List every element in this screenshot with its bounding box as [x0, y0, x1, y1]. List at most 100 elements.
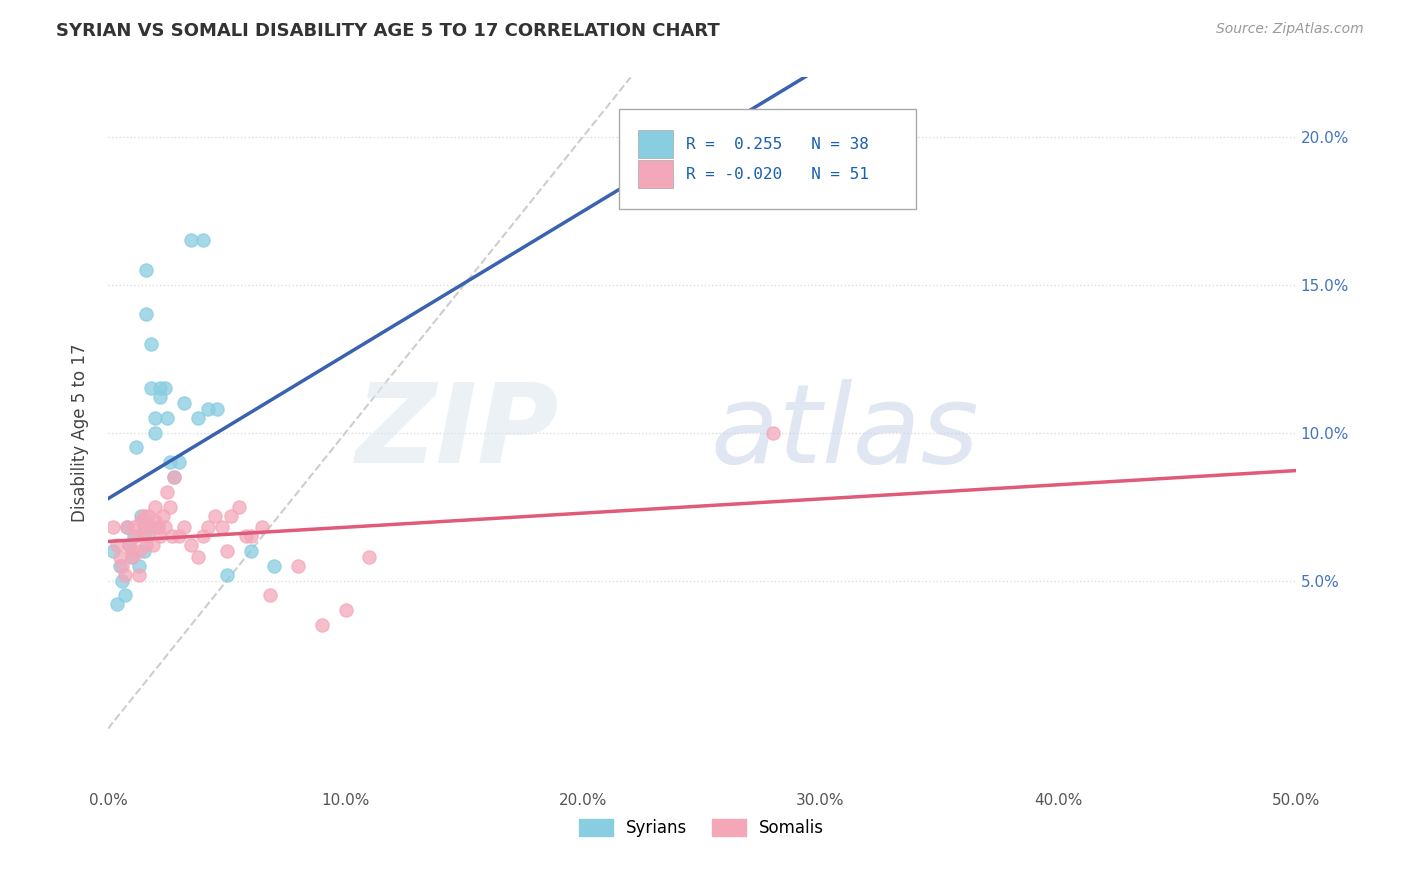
Point — [204, 508, 226, 523]
Point — [156, 410, 179, 425]
Point — [211, 520, 233, 534]
Point — [173, 396, 195, 410]
Point — [121, 549, 143, 564]
Point — [215, 567, 238, 582]
Text: Source: ZipAtlas.com: Source: ZipAtlas.com — [1216, 22, 1364, 37]
Point — [132, 520, 155, 534]
Point — [114, 567, 136, 582]
Point — [122, 520, 145, 534]
Point — [152, 508, 174, 523]
Point — [187, 410, 209, 425]
Point — [167, 455, 190, 469]
Point — [142, 538, 165, 552]
Point — [115, 520, 138, 534]
Point — [139, 336, 162, 351]
Point — [287, 558, 309, 573]
Point — [107, 538, 129, 552]
Point — [139, 520, 162, 534]
Point — [132, 508, 155, 523]
Point — [107, 597, 129, 611]
Point — [132, 544, 155, 558]
Point — [173, 520, 195, 534]
Point — [125, 441, 148, 455]
Point — [163, 470, 186, 484]
Point — [135, 263, 157, 277]
Point — [191, 233, 214, 247]
Point — [207, 401, 229, 416]
Point — [235, 529, 257, 543]
Point — [149, 381, 172, 395]
FancyBboxPatch shape — [638, 130, 673, 159]
Point — [167, 529, 190, 543]
Text: ZIP: ZIP — [356, 379, 560, 486]
Point — [118, 538, 141, 552]
Point — [121, 544, 143, 558]
Point — [156, 484, 179, 499]
Point — [215, 544, 238, 558]
Point — [159, 455, 181, 469]
Point — [311, 618, 333, 632]
Point — [129, 515, 152, 529]
Text: SYRIAN VS SOMALI DISABILITY AGE 5 TO 17 CORRELATION CHART: SYRIAN VS SOMALI DISABILITY AGE 5 TO 17 … — [56, 22, 720, 40]
Point — [263, 558, 285, 573]
Point — [129, 508, 152, 523]
Point — [135, 520, 157, 534]
Point — [239, 529, 262, 543]
Point — [359, 549, 381, 564]
Point — [762, 425, 785, 440]
Point — [118, 538, 141, 552]
Point — [180, 538, 202, 552]
Point — [135, 307, 157, 321]
Point — [259, 589, 281, 603]
Point — [145, 410, 167, 425]
Point — [187, 549, 209, 564]
Point — [197, 401, 219, 416]
Point — [159, 500, 181, 514]
Point — [128, 558, 150, 573]
Point — [101, 520, 124, 534]
Text: R = -0.020   N = 51: R = -0.020 N = 51 — [686, 167, 869, 182]
Point — [145, 425, 167, 440]
Point — [239, 544, 262, 558]
Point — [145, 500, 167, 514]
Point — [139, 381, 162, 395]
Point — [153, 381, 176, 395]
Point — [135, 538, 157, 552]
Point — [335, 603, 357, 617]
Point — [163, 470, 186, 484]
Legend: Syrians, Somalis: Syrians, Somalis — [572, 812, 831, 844]
Point — [180, 233, 202, 247]
Point — [132, 529, 155, 543]
Point — [197, 520, 219, 534]
Point — [128, 567, 150, 582]
Text: R =  0.255   N = 38: R = 0.255 N = 38 — [686, 136, 869, 152]
Point — [149, 529, 172, 543]
Point — [138, 529, 160, 543]
FancyBboxPatch shape — [638, 160, 673, 188]
Point — [149, 390, 172, 404]
Y-axis label: Disability Age 5 to 17: Disability Age 5 to 17 — [72, 343, 89, 522]
Point — [160, 529, 183, 543]
Point — [125, 529, 148, 543]
Point — [111, 574, 134, 588]
Point — [146, 520, 169, 534]
Point — [108, 558, 131, 573]
Point — [146, 520, 169, 534]
Point — [191, 529, 214, 543]
Point — [111, 558, 134, 573]
Point — [128, 544, 150, 558]
Point — [115, 520, 138, 534]
Point — [221, 508, 243, 523]
Point — [108, 549, 131, 564]
Point — [252, 520, 274, 534]
Point — [138, 508, 160, 523]
Point — [114, 589, 136, 603]
Point — [101, 544, 124, 558]
Point — [228, 500, 250, 514]
Point — [122, 529, 145, 543]
Point — [145, 515, 167, 529]
Point — [121, 549, 143, 564]
Point — [153, 520, 176, 534]
Text: atlas: atlas — [710, 379, 979, 486]
FancyBboxPatch shape — [619, 110, 915, 209]
